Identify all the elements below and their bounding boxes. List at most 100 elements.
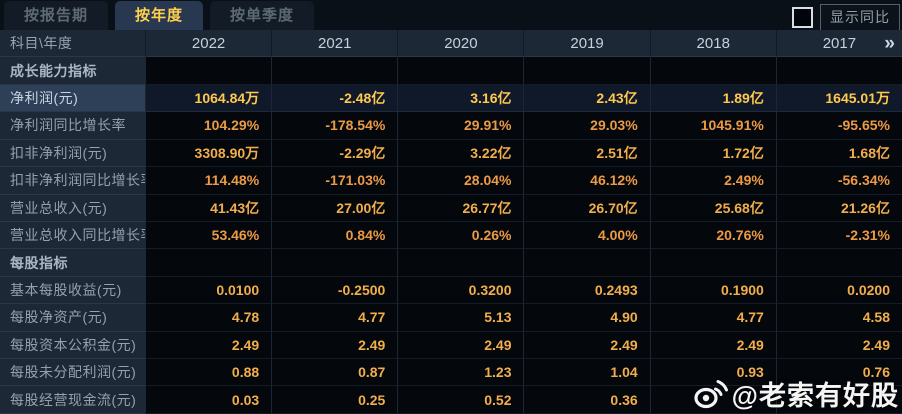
row-label: 扣非净利润(元)	[0, 139, 145, 168]
value-cell: 2.49	[145, 331, 272, 360]
value-cell: 2.51亿	[523, 139, 650, 168]
more-years-icon[interactable]: »	[884, 32, 895, 54]
value-cell: 26.70亿	[523, 194, 650, 222]
yoy-controls: 显示同比	[792, 4, 900, 31]
value-cell: 25.68亿	[649, 194, 776, 222]
value-cell	[397, 249, 524, 277]
value-cell: 0.76	[775, 359, 902, 387]
table-row[interactable]: 基本每股收益(元) 0.0100 -0.2500 0.3200 0.2493 0.1900…	[0, 276, 902, 305]
table-row[interactable]: 净利润同比增长率 104.29% -178.54% 29.91% 29.03% 1045.…	[0, 112, 902, 140]
table-header-row: 科目\年度 2022 2021 2020 2019 2018 2017»	[0, 30, 902, 58]
value-cell: 0.03	[145, 386, 272, 414]
value-cell: 0.87	[271, 359, 398, 387]
value-cell: 4.00%	[523, 221, 650, 250]
value-cell	[775, 57, 902, 85]
value-cell: 46.12%	[523, 167, 650, 195]
value-cell: 0.0200	[775, 276, 902, 305]
value-cell: 114.48%	[145, 167, 272, 195]
row-label: 净利润同比增长率	[0, 112, 145, 140]
value-cell: 28.04%	[397, 167, 524, 195]
value-cell: 1.68亿	[775, 139, 902, 168]
year-header: 2020	[397, 30, 524, 58]
value-cell: 2.49%	[649, 167, 776, 195]
row-label: 每股净资产(元)	[0, 304, 145, 332]
value-cell: 0.93	[649, 359, 776, 387]
value-cell: 1.23	[397, 359, 524, 387]
value-cell: -2.31%	[775, 221, 902, 250]
value-cell: 0.25	[271, 386, 398, 414]
show-yoy-checkbox[interactable]	[792, 7, 813, 28]
value-cell: 2.49	[523, 331, 650, 360]
show-yoy-button[interactable]: 显示同比	[820, 4, 900, 31]
table-row[interactable]: 营业总收入同比增长率 53.46% 0.84% 0.26% 4.00% 20.76% -2.…	[0, 221, 902, 250]
table-row[interactable]: 扣非净利润同比增长率 114.48% -171.03% 28.04% 46.12% 2.4…	[0, 167, 902, 195]
value-cell: 3.22亿	[397, 139, 524, 168]
value-cell: 1.72亿	[649, 139, 776, 168]
value-cell: 1645.01万	[775, 84, 902, 113]
value-cell: -171.03%	[271, 167, 398, 195]
value-cell: -0.2500	[271, 276, 398, 305]
value-cell: 2.49	[775, 331, 902, 360]
value-cell: 0.3200	[397, 276, 524, 305]
value-cell: 2.49	[649, 331, 776, 360]
row-label: 扣非净利润同比增长率	[0, 167, 145, 195]
table-row[interactable]: 每股净资产(元) 4.78 4.77 5.13 4.90 4.77 4.58	[0, 304, 902, 332]
value-cell	[775, 249, 902, 277]
value-cell: -56.34%	[775, 167, 902, 195]
value-cell	[271, 57, 398, 85]
table-row[interactable]: 扣非净利润(元) 3308.90万 -2.29亿 3.22亿 2.51亿 1.72亿 1.6…	[0, 139, 902, 168]
tab-report-period[interactable]: 按报告期	[4, 1, 109, 30]
value-cell: 1.04	[523, 359, 650, 387]
row-label: 每股未分配利润(元)	[0, 359, 145, 387]
metrics-table: 科目\年度 2022 2021 2020 2019 2018 2017» 成长能力指标 净利…	[0, 30, 902, 414]
value-cell: 0.52	[397, 386, 524, 414]
value-cell	[271, 249, 398, 277]
period-tabbar: 按报告期 按年度 按单季度 显示同比	[0, 0, 902, 31]
year-header: 2018	[649, 30, 776, 58]
value-cell: 4.78	[145, 304, 272, 332]
value-cell: 0.2493	[523, 276, 650, 305]
value-cell: 104.29%	[145, 112, 272, 140]
year-header: 2017	[775, 30, 902, 58]
value-cell: 2.43亿	[523, 84, 650, 113]
value-cell: 20.76%	[649, 221, 776, 250]
value-cell: 41.43亿	[145, 194, 272, 222]
value-cell: -178.54%	[271, 112, 398, 140]
value-cell	[523, 57, 650, 85]
value-cell: 0.84%	[271, 221, 398, 250]
value-cell: 2.49	[271, 331, 398, 360]
year-header: 2019	[523, 30, 650, 58]
value-cell: 3.16亿	[397, 84, 524, 113]
row-label: 基本每股收益(元)	[0, 276, 145, 305]
corner-header: 科目\年度	[0, 30, 145, 58]
value-cell: 0.36	[523, 386, 650, 414]
value-cell: 29.91%	[397, 112, 524, 140]
tab-single-quarter[interactable]: 按单季度	[210, 1, 315, 30]
value-cell: 0.88	[145, 359, 272, 387]
row-label: 营业总收入同比增长率	[0, 221, 145, 250]
value-cell: 4.90	[523, 304, 650, 332]
value-cell: 4.77	[649, 304, 776, 332]
table-row: 成长能力指标	[0, 57, 902, 85]
value-cell	[649, 57, 776, 85]
value-cell	[649, 386, 776, 414]
table-row[interactable]: 每股未分配利润(元) 0.88 0.87 1.23 1.04 0.93 0.76	[0, 359, 902, 387]
table-row[interactable]: 每股经营现金流(元) 0.03 0.25 0.52 0.36	[0, 386, 902, 414]
table-row[interactable]: 每股资本公积金(元) 2.49 2.49 2.49 2.49 2.49 2.49	[0, 331, 902, 360]
table-row: 每股指标	[0, 249, 902, 277]
value-cell: -2.48亿	[271, 84, 398, 113]
value-cell: 27.00亿	[271, 194, 398, 222]
value-cell: 0.26%	[397, 221, 524, 250]
table-row[interactable]: 净利润(元) 1064.84万 -2.48亿 3.16亿 2.43亿 1.89亿 1645.…	[0, 84, 902, 113]
value-cell: 29.03%	[523, 112, 650, 140]
value-cell: 26.77亿	[397, 194, 524, 222]
table-row[interactable]: 营业总收入(元) 41.43亿 27.00亿 26.77亿 26.70亿 25.68亿 21…	[0, 194, 902, 222]
value-cell: 3308.90万	[145, 139, 272, 168]
value-cell: 1045.91%	[649, 112, 776, 140]
value-cell: 0.0100	[145, 276, 272, 305]
row-label: 每股资本公积金(元)	[0, 331, 145, 360]
row-label: 营业总收入(元)	[0, 194, 145, 222]
value-cell: 5.13	[397, 304, 524, 332]
tab-yearly[interactable]: 按年度	[115, 1, 204, 30]
